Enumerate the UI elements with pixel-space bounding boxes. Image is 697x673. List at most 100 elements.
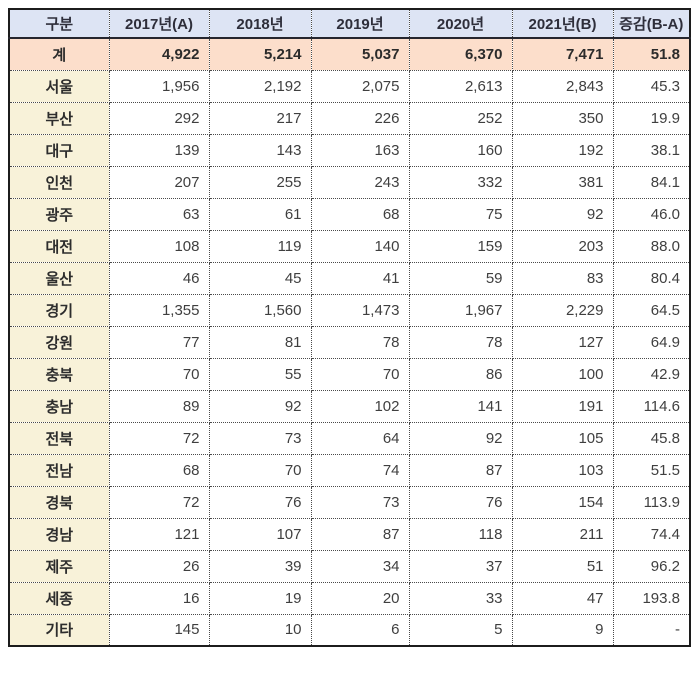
value-cell: 2,075 [310, 69, 410, 103]
value-cell: 51.8 [612, 37, 691, 71]
value-cell: 92 [511, 197, 614, 231]
value-cell: 59 [408, 261, 513, 295]
value-cell: 203 [511, 229, 614, 263]
table-row: 경기 1,355 1,560 1,473 1,967 2,229 64.5 [8, 293, 691, 327]
value-cell: 81 [208, 325, 312, 359]
column-header: 구분 [8, 8, 110, 39]
row-label: 충남 [8, 389, 110, 423]
row-label: 대전 [8, 229, 110, 263]
value-cell: 96.2 [612, 549, 691, 583]
value-cell: 70 [208, 453, 312, 487]
value-cell: 64 [310, 421, 410, 455]
value-cell: 350 [511, 101, 614, 135]
value-cell: 140 [310, 229, 410, 263]
value-cell: 255 [208, 165, 312, 199]
region-year-data-table: 구분 2017년(A) 2018년 2019년 2020년 2021년(B) 증감(B-A)… [8, 8, 691, 647]
value-cell: 87 [310, 517, 410, 551]
value-cell: 84.1 [612, 165, 691, 199]
table-row: 전북 72 73 64 92 105 45.8 [8, 421, 691, 455]
value-cell: 45 [208, 261, 312, 295]
value-cell: 160 [408, 133, 513, 167]
value-cell: 19 [208, 581, 312, 615]
row-label: 경북 [8, 485, 110, 519]
value-cell: 80.4 [612, 261, 691, 295]
value-cell: 26 [108, 549, 210, 583]
value-cell: 2,613 [408, 69, 513, 103]
column-header: 증감(B-A) [612, 8, 691, 39]
value-cell: 6 [310, 613, 410, 647]
value-cell: 105 [511, 421, 614, 455]
value-cell: 16 [108, 581, 210, 615]
value-cell: 145 [108, 613, 210, 647]
value-cell: 61 [208, 197, 312, 231]
value-cell: 141 [408, 389, 513, 423]
value-cell: 74 [310, 453, 410, 487]
value-cell: 118 [408, 517, 513, 551]
value-cell: 2,192 [208, 69, 312, 103]
value-cell: 72 [108, 421, 210, 455]
value-cell: 226 [310, 101, 410, 135]
value-cell: - [612, 613, 691, 647]
row-label: 경기 [8, 293, 110, 327]
row-label: 울산 [8, 261, 110, 295]
value-cell: 4,922 [108, 37, 210, 71]
value-cell: 92 [408, 421, 513, 455]
value-cell: 193.8 [612, 581, 691, 615]
value-cell: 107 [208, 517, 312, 551]
value-cell: 55 [208, 357, 312, 391]
row-label: 인천 [8, 165, 110, 199]
table-row: 대전 108 119 140 159 203 88.0 [8, 229, 691, 263]
value-cell: 163 [310, 133, 410, 167]
table-row: 강원 77 81 78 78 127 64.9 [8, 325, 691, 359]
value-cell: 332 [408, 165, 513, 199]
column-header: 2017년(A) [108, 8, 210, 39]
value-cell: 121 [108, 517, 210, 551]
value-cell: 39 [208, 549, 312, 583]
value-cell: 5 [408, 613, 513, 647]
value-cell: 70 [108, 357, 210, 391]
value-cell: 9 [511, 613, 614, 647]
value-cell: 37 [408, 549, 513, 583]
value-cell: 1,355 [108, 293, 210, 327]
row-label: 경남 [8, 517, 110, 551]
value-cell: 75 [408, 197, 513, 231]
value-cell: 143 [208, 133, 312, 167]
table-row: 울산 46 45 41 59 83 80.4 [8, 261, 691, 295]
row-label: 전남 [8, 453, 110, 487]
value-cell: 1,473 [310, 293, 410, 327]
table-row: 광주 63 61 68 75 92 46.0 [8, 197, 691, 231]
column-header: 2021년(B) [511, 8, 614, 39]
value-cell: 73 [208, 421, 312, 455]
row-label: 광주 [8, 197, 110, 231]
value-cell: 6,370 [408, 37, 513, 71]
row-label: 충북 [8, 357, 110, 391]
header-row: 구분 2017년(A) 2018년 2019년 2020년 2021년(B) 증감(B-A) [8, 8, 691, 39]
value-cell: 73 [310, 485, 410, 519]
value-cell: 191 [511, 389, 614, 423]
value-cell: 10 [208, 613, 312, 647]
value-cell: 51 [511, 549, 614, 583]
value-cell: 33 [408, 581, 513, 615]
value-cell: 192 [511, 133, 614, 167]
value-cell: 74.4 [612, 517, 691, 551]
column-header: 2020년 [408, 8, 513, 39]
value-cell: 63 [108, 197, 210, 231]
value-cell: 5,037 [310, 37, 410, 71]
table-row: 제주 26 39 34 37 51 96.2 [8, 549, 691, 583]
value-cell: 83 [511, 261, 614, 295]
value-cell: 1,967 [408, 293, 513, 327]
value-cell: 51.5 [612, 453, 691, 487]
value-cell: 64.9 [612, 325, 691, 359]
row-label: 대구 [8, 133, 110, 167]
value-cell: 127 [511, 325, 614, 359]
table-row: 충북 70 55 70 86 100 42.9 [8, 357, 691, 391]
table-row: 경북 72 76 73 76 154 113.9 [8, 485, 691, 519]
value-cell: 76 [408, 485, 513, 519]
value-cell: 45.8 [612, 421, 691, 455]
value-cell: 72 [108, 485, 210, 519]
value-cell: 89 [108, 389, 210, 423]
table-row: 세종 16 19 20 33 47 193.8 [8, 581, 691, 615]
column-header: 2019년 [310, 8, 410, 39]
value-cell: 217 [208, 101, 312, 135]
value-cell: 19.9 [612, 101, 691, 135]
